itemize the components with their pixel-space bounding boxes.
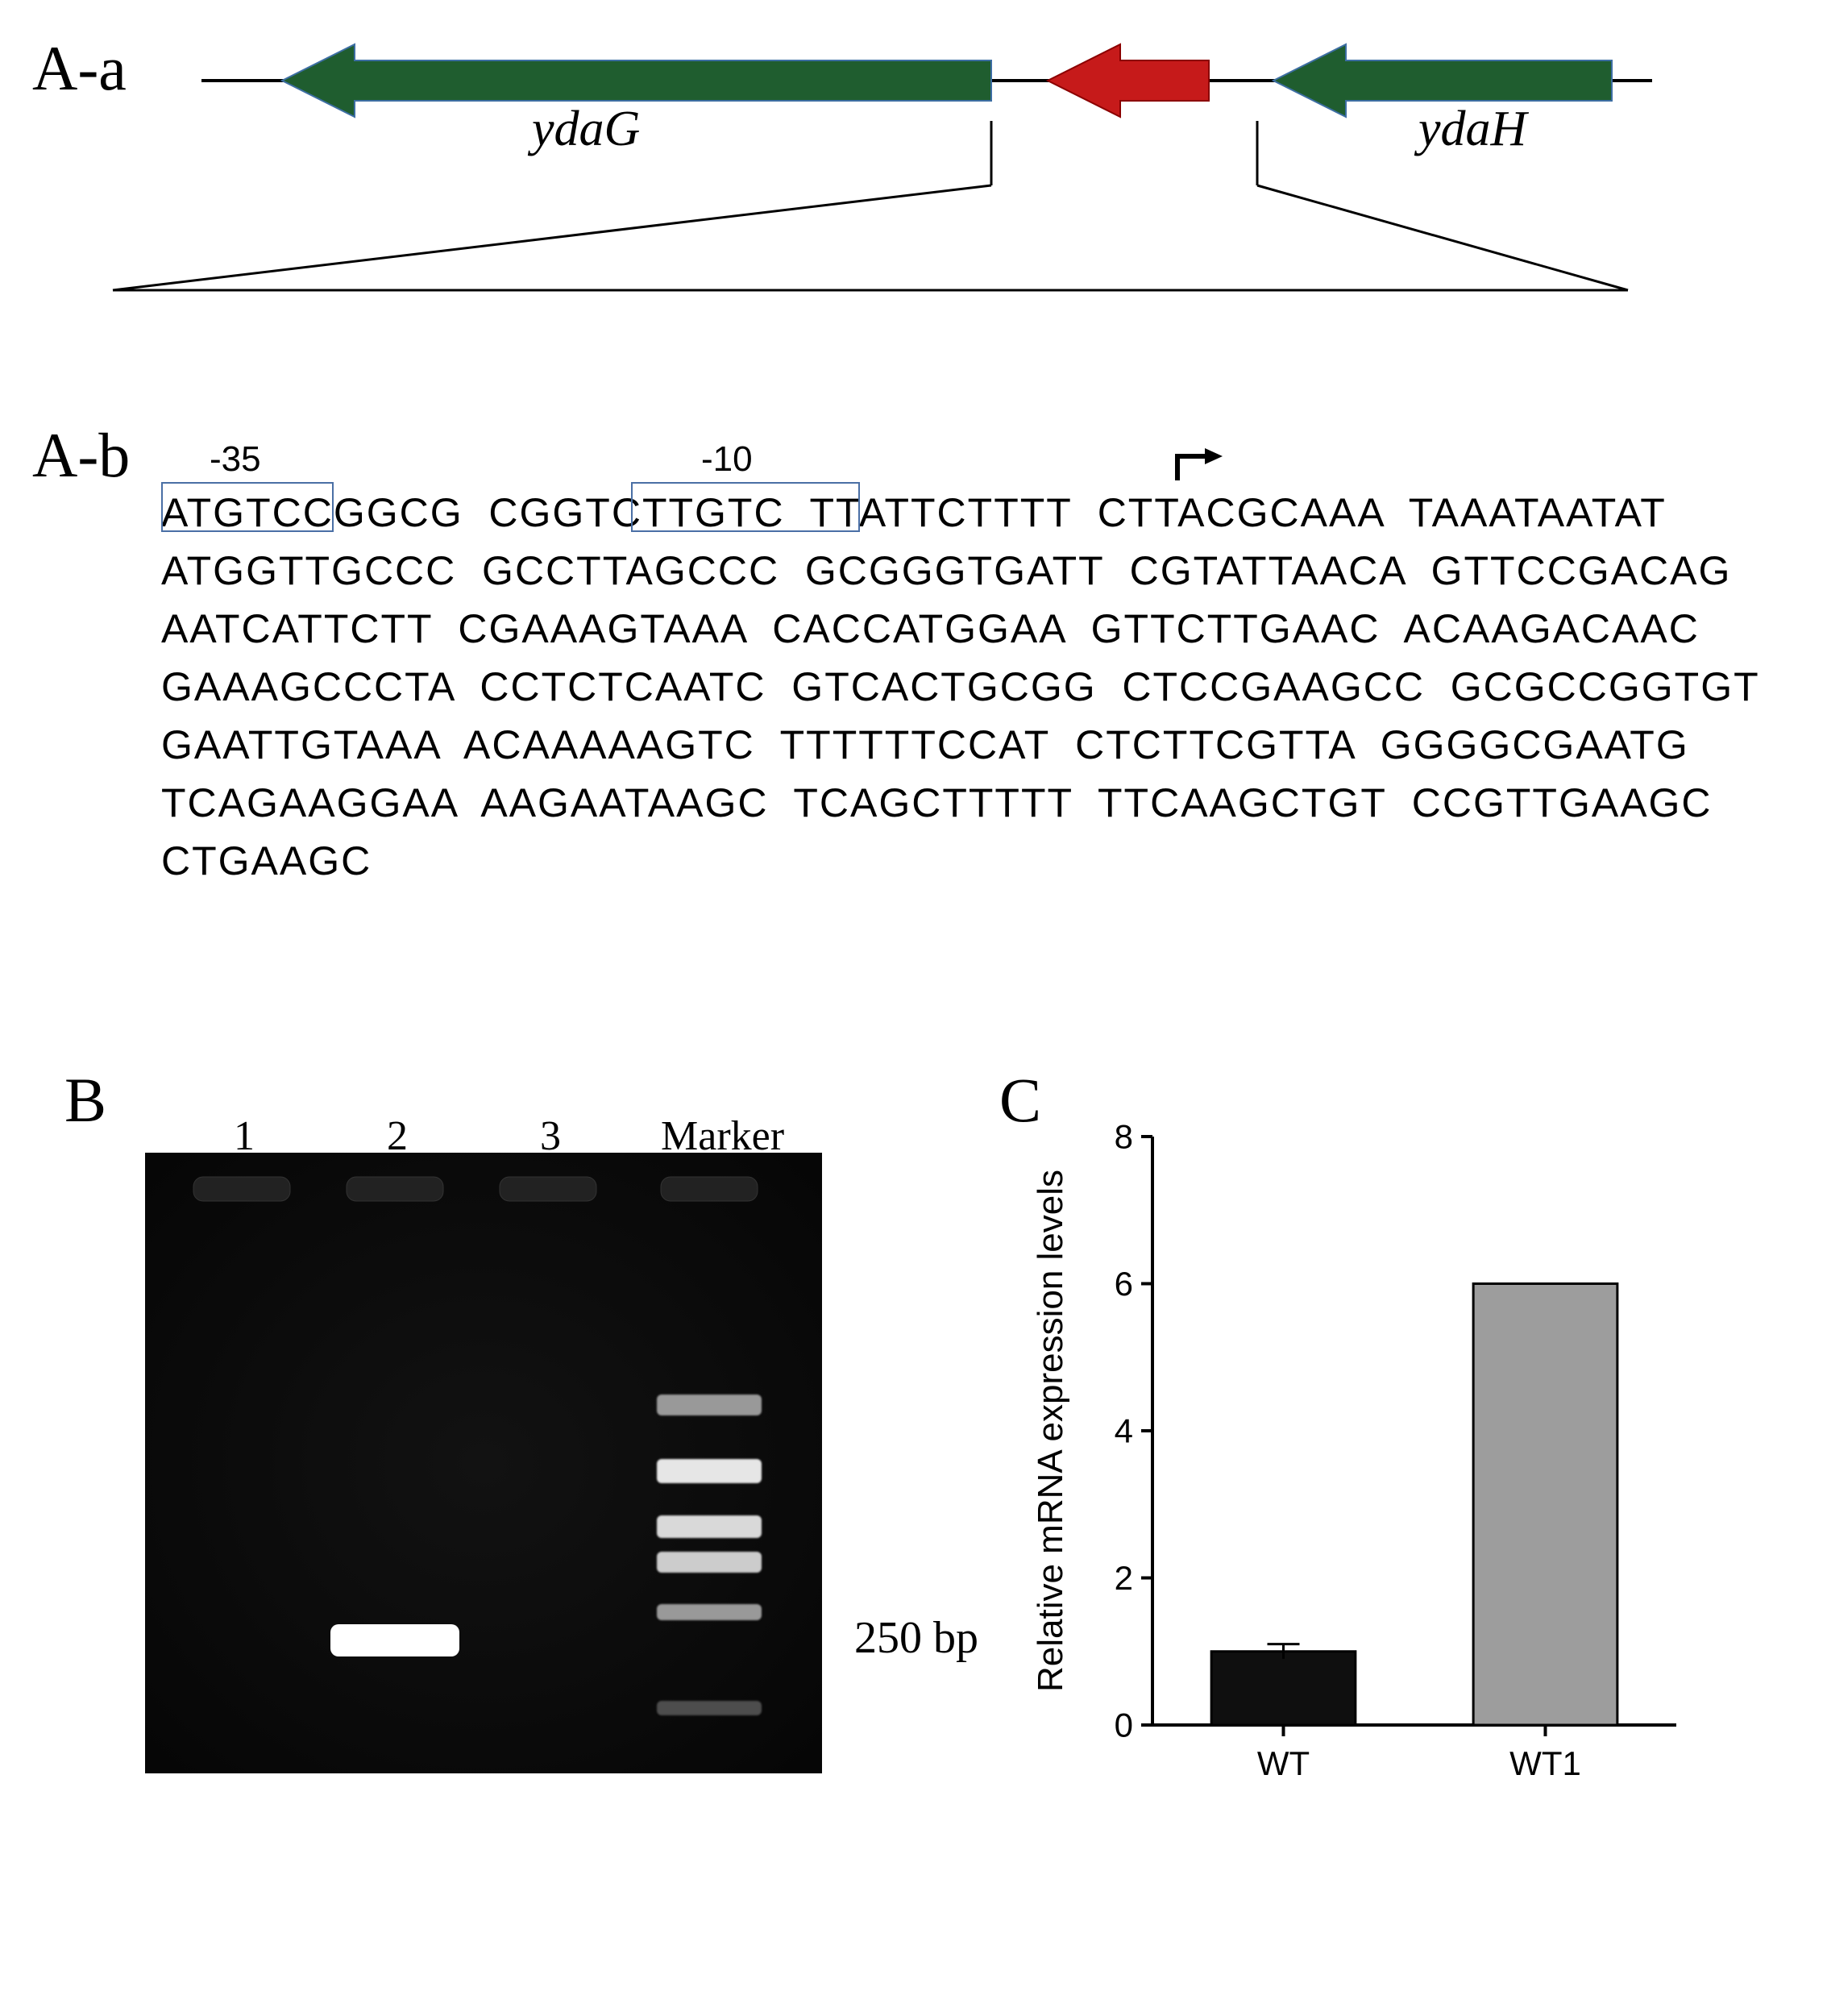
minus10-box	[631, 482, 860, 532]
tss-arrow-icon	[1173, 447, 1229, 485]
gene-label-ydaH: ydaH	[1418, 101, 1526, 158]
gel-image	[145, 1153, 822, 1773]
svg-text:2: 2	[1115, 1559, 1133, 1597]
svg-text:8: 8	[1115, 1118, 1133, 1156]
figure-root: A-a A-b B C ydaG ydaH -35 -10 ATGTCCGGCG…	[0, 0, 1827, 2016]
svg-text:4: 4	[1115, 1412, 1133, 1450]
minus35-label: -35	[210, 439, 261, 480]
sequence-block: ATGTCCGGCG CGGTCTTGTC TTATTCTTTT CTTACGC…	[161, 484, 1760, 890]
gene-diagram-svg	[0, 0, 1827, 339]
svg-text:WT: WT	[1257, 1744, 1310, 1782]
svg-text:6: 6	[1115, 1265, 1133, 1303]
panel-label-B: B	[64, 1064, 106, 1137]
svg-text:0: 0	[1115, 1706, 1133, 1744]
svg-text:Relative mRNA expression level: Relative mRNA expression levels	[1032, 1170, 1070, 1692]
minus35-box	[161, 482, 334, 532]
gene-label-ydaG: ydaG	[532, 101, 640, 158]
panel-label-Ab: A-b	[32, 419, 130, 492]
gel-size-label: 250 bp	[854, 1612, 978, 1664]
minus10-label: -10	[701, 439, 753, 480]
bar-chart: 0 2 4 6 8 WT WT1 Relative mRNA expression level…	[1032, 1112, 1692, 1806]
svg-text:WT1: WT1	[1509, 1744, 1581, 1782]
